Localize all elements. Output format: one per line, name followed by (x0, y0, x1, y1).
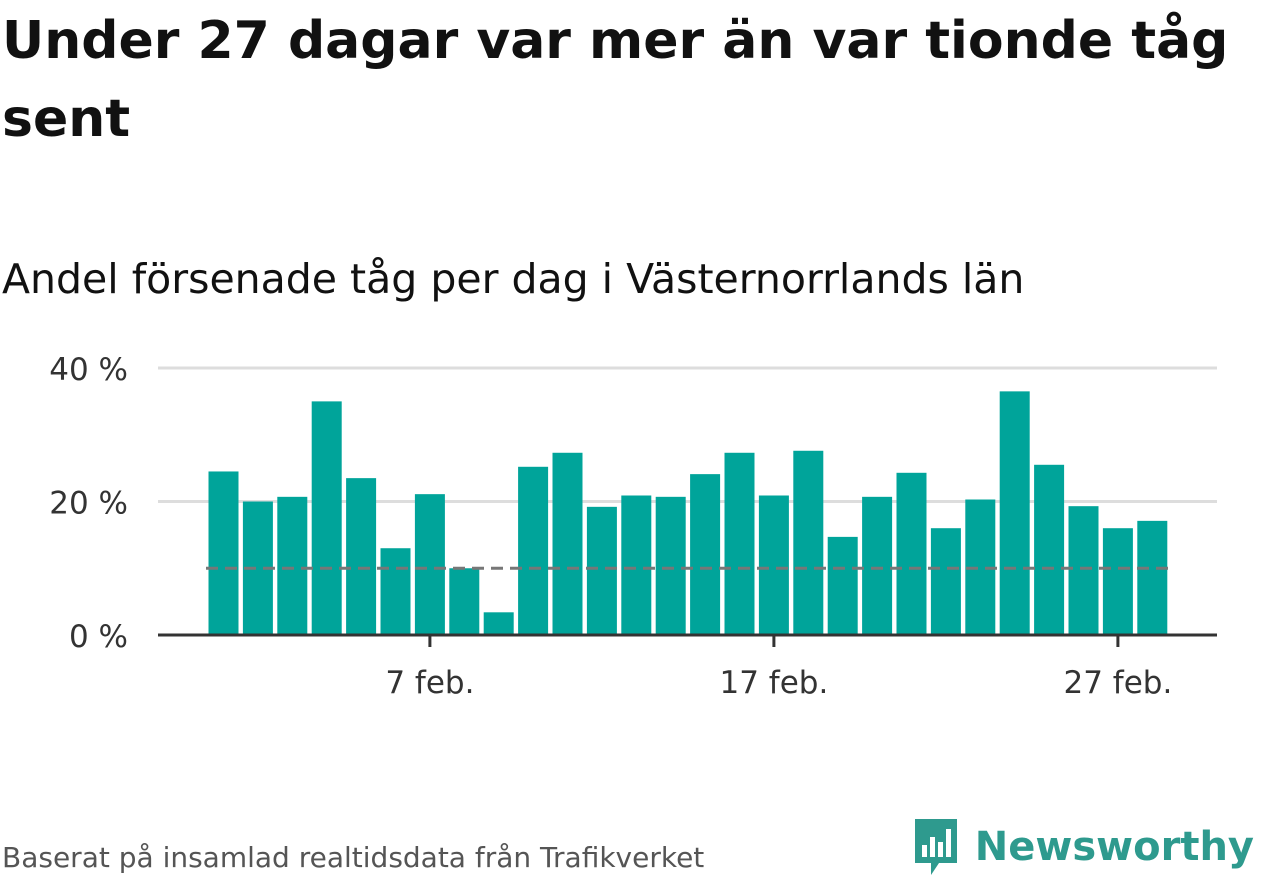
newsworthy-logo-icon (914, 819, 957, 875)
bar (690, 474, 721, 635)
bar (862, 496, 893, 635)
bar (724, 452, 755, 635)
bar (621, 495, 652, 635)
y-tick-label: 0 % (69, 619, 128, 655)
bar (896, 472, 927, 635)
bar (999, 391, 1030, 635)
source-note: Baserat på insamlad realtidsdata från Tr… (2, 841, 705, 874)
bar (483, 612, 514, 635)
brand: Newsworthy (911, 815, 1254, 879)
bar (346, 478, 377, 635)
bar (380, 548, 411, 635)
bar (277, 496, 308, 635)
bar (930, 528, 961, 635)
bar (827, 536, 858, 635)
x-tick-label: 7 feb. (385, 665, 474, 701)
brand-name: Newsworthy (974, 824, 1254, 870)
y-tick-label: 40 % (49, 352, 128, 388)
bar (655, 496, 686, 635)
chart-subtitle: Andel försenade tåg per dag i Västernorr… (2, 255, 1025, 303)
bar (414, 494, 445, 635)
bar (311, 401, 342, 635)
bar (518, 466, 549, 635)
bar (449, 568, 480, 635)
bar (1102, 528, 1133, 635)
bar (758, 495, 789, 635)
bar (1137, 520, 1168, 635)
chart-title: Under 27 dagar var mer än var tionde tåg… (2, 11, 1229, 149)
bar (208, 471, 239, 635)
bar (1068, 506, 1099, 635)
x-tick-label: 27 feb. (1063, 665, 1172, 701)
bar (552, 452, 583, 635)
bar (1034, 464, 1065, 635)
y-tick-label: 20 % (49, 486, 128, 522)
bar-chart: 0 % 20 % 40 % 7 feb. 17 feb. 27 feb. (49, 352, 1217, 701)
x-tick-label: 17 feb. (719, 665, 828, 701)
bar (793, 450, 824, 635)
bar (586, 506, 617, 635)
